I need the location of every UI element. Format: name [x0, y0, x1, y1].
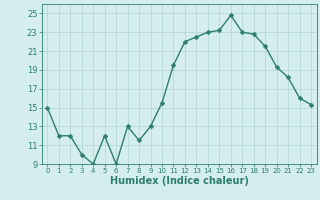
X-axis label: Humidex (Indice chaleur): Humidex (Indice chaleur): [110, 176, 249, 186]
